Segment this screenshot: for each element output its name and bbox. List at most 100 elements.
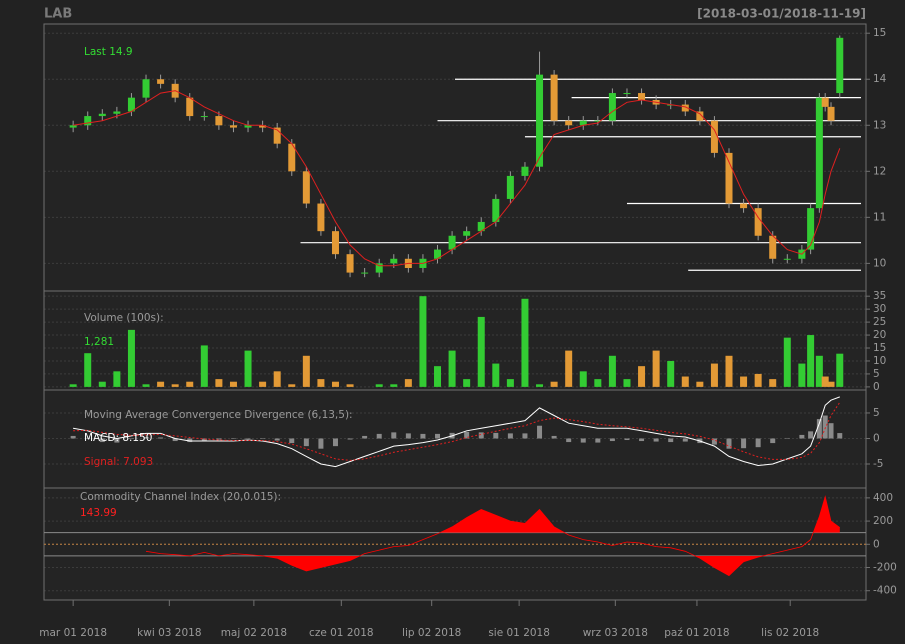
volume-bar [492,363,500,387]
volume-bar [638,366,646,387]
macd-histogram-bar [624,438,630,441]
macd-histogram-bar [347,438,353,440]
y-tick-label: -400 [873,585,897,597]
volume-bar [565,350,573,387]
candle-body [827,106,835,121]
macd-histogram-bar [522,433,528,439]
last-label: Last 14.9 [84,46,133,58]
macd-histogram-bar [332,438,338,447]
candle-body [69,125,77,128]
chart-title: LAB [44,7,72,22]
volume-bar [215,379,223,387]
macd-histogram-bar [822,415,828,439]
volume-bar [98,381,106,387]
volume-bar [434,366,442,387]
candle-body [463,231,471,236]
macd-histogram-bar [435,433,441,439]
candle-body [681,104,689,112]
macd-histogram-bar [711,438,717,445]
volume-bar [186,381,194,387]
y-tick-label: 20 [873,329,886,341]
candle-body [98,113,106,117]
volume-bar [259,381,267,387]
volume-bar [331,381,339,387]
volume-bar [550,381,558,387]
volume-bar [815,355,823,387]
volume-bar [740,376,748,387]
volume-bar [317,379,325,387]
plot-background [44,24,866,600]
macd-histogram-bar [172,438,178,442]
candle-body [725,152,733,204]
macd-histogram-bar [755,438,761,448]
macd-histogram-bar [289,438,295,444]
macd-histogram-bar [799,434,805,439]
macd-histogram-bar [595,438,601,443]
macd-histogram-bar [816,419,822,439]
volume-bar [419,296,427,387]
x-tick-label: lis 02 2018 [761,627,819,639]
macd-histogram-bar [837,433,843,439]
macd-line [73,396,840,468]
volume-bar [769,379,777,387]
macd-histogram-bar [391,432,397,439]
macd-histogram-bar [158,437,164,439]
volume-bar [463,379,471,387]
y-tick-label: 0 [873,538,880,550]
volume-bar [696,381,704,387]
macd-histogram-bar [609,438,615,442]
x-tick-label: kwi 03 2018 [137,627,201,639]
y-tick-label: 12 [873,165,886,177]
macd-histogram-bar [70,435,76,439]
candle-body [390,258,398,264]
x-tick-label: maj 02 2018 [221,627,287,639]
x-tick-label: mar 01 2018 [39,627,107,639]
candle-body [521,166,529,176]
volume-last-label: 1,281 [84,336,114,348]
macd-histogram-bar [580,438,586,443]
macd-histogram-bar [216,438,222,440]
macd-histogram-bar [464,431,470,439]
macd-histogram-bar [201,438,207,441]
volume-bar [346,384,354,387]
volume-bar [623,379,631,387]
candle-body [229,125,237,128]
candle-body [477,221,485,232]
y-tick-label: 0 [873,381,880,393]
candle-body [244,125,252,128]
macd-histogram-bar [230,438,236,439]
candle-body [769,235,777,259]
macd-histogram-bar [828,423,834,439]
volume-bar [681,376,689,387]
volume-bar [754,373,762,387]
macd-histogram-bar [770,438,776,444]
volume-bar [521,298,529,387]
candle-body [84,116,92,126]
candle-body [836,37,844,94]
volume-bar [404,379,412,387]
cci-title: Commodity Channel Index (20,0.015): [80,491,281,503]
sma-line [73,90,841,267]
candle-body [492,198,500,222]
volume-title: Volume (100s): [84,312,164,324]
macd-histogram-bar [478,432,484,439]
candle-body [361,272,369,274]
macd-histogram-bar [274,438,280,441]
macd-histogram-bar [566,438,572,443]
macd-histogram-bar [808,431,814,439]
candle-body [375,263,383,273]
volume-bar [69,384,77,387]
macd-histogram-bar [114,438,120,443]
macd-histogram-bar [668,438,674,443]
volume-bar [171,384,179,387]
volume-bar [390,384,398,387]
macd-histogram-bar [405,433,411,439]
y-tick-label: 15 [873,27,886,39]
volume-bar [302,355,310,387]
y-tick-label: 10 [873,355,886,367]
macd-histogram-bar [537,425,543,439]
volume-bar [288,384,296,387]
volume-bar [127,329,135,387]
candle-body [638,93,646,100]
x-tick-label: sie 01 2018 [488,627,550,639]
